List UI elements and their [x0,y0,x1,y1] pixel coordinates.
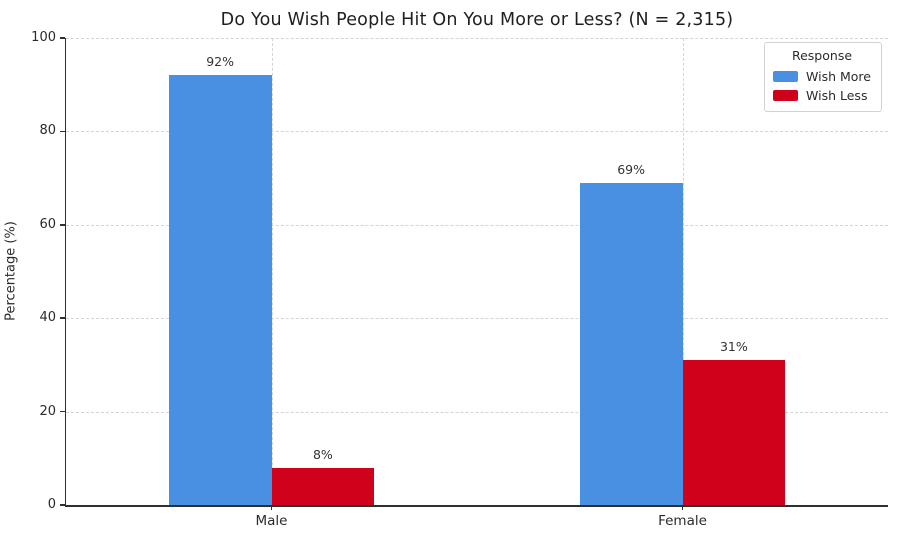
y-tick-label: 80 [39,123,56,139]
legend-item-wish-more: Wish More [773,67,871,86]
legend-label-wish-less: Wish Less [806,88,868,103]
y-tick-label: 20 [39,403,56,419]
gridline-y-20 [66,411,888,413]
y-tick-mark [59,317,65,319]
legend-rows: Wish More Wish Less [773,67,871,105]
x-tick-label-female: Female [658,513,707,529]
y-tick-mark [59,504,65,506]
bar-value-label: 69% [617,161,646,177]
y-tick-label: 100 [31,30,56,45]
y-tick-label: 60 [39,216,56,232]
x-axis-spine [64,505,888,507]
y-axis-spine [64,38,66,507]
gridline-x-female [682,38,684,505]
bar-value-label: 92% [206,54,235,70]
plot-area: Response Wish More Wish Less 0 20 40 60 80 100… [31,30,888,529]
legend-title: Response [791,48,853,63]
y-tick-mark [59,410,65,413]
gridline-y-80 [66,131,888,133]
gridline-y-100 [66,38,888,39]
y-axis-title: Percentage (%) [3,221,19,321]
y-tick-label: 0 [47,497,56,512]
y-tick-mark [59,37,65,39]
bar-female-wish-less [682,360,786,505]
gridline-y-40 [66,318,888,320]
bar-male-wish-less [271,467,375,505]
gridline-x-male [271,38,273,505]
chart-title: Do You Wish People Hit On You More or Le… [220,10,734,30]
gridline-y-60 [66,224,888,226]
wish-less-swatch [773,90,799,101]
bar-female-wish-more [579,182,683,505]
bar-male-wish-more [168,75,272,505]
bar-value-label: 31% [719,339,748,355]
wish-more-swatch [773,71,799,82]
legend: Response Wish More Wish Less [764,42,882,112]
y-tick-mark [59,224,65,226]
bar-value-label: 8% [312,446,333,462]
legend-label-wish-more: Wish More [806,69,871,84]
y-tick-label: 40 [39,310,56,326]
y-tick-mark [59,130,65,133]
x-tick-mark [681,505,684,510]
x-tick-label-male: Male [255,513,288,529]
legend-item-wish-less: Wish Less [773,86,871,105]
x-tick-mark [270,505,273,510]
